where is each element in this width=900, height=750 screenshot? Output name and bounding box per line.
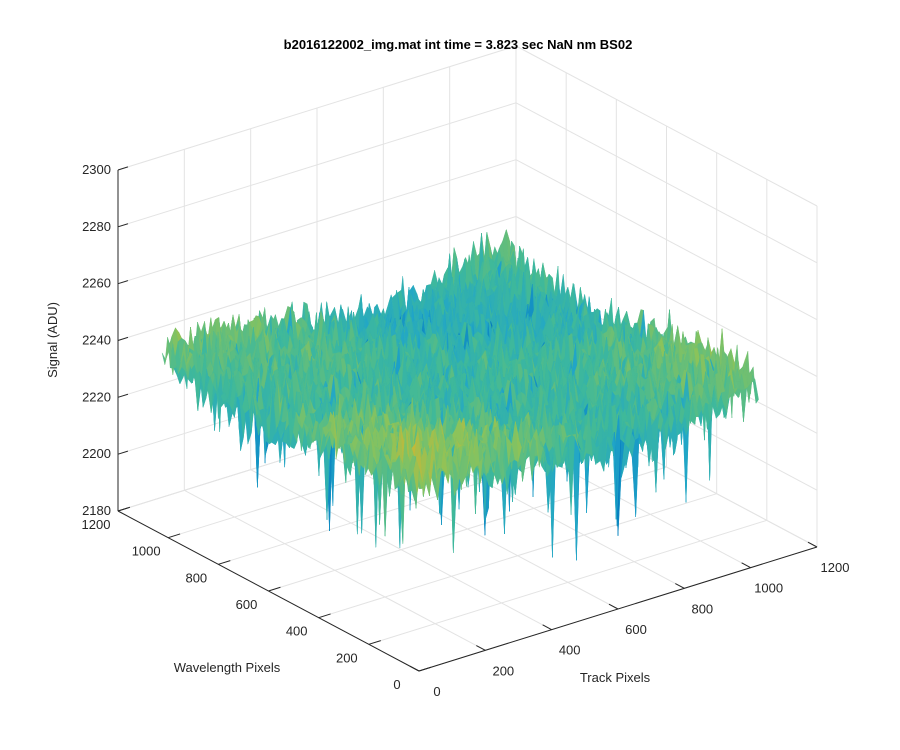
- back-wall-grid-line: [117, 216, 517, 341]
- back-wall-grid-line: [117, 159, 517, 285]
- side-wall-grid-line: [515, 45, 818, 207]
- floor-grid-line: [318, 493, 717, 619]
- side-wall-grid-line: [515, 159, 818, 321]
- floor-grid-line: [368, 519, 767, 645]
- surface-mesh: [161, 229, 759, 561]
- back-wall-grid-line: [117, 102, 517, 228]
- side-wall-grid-line: [515, 216, 818, 377]
- back-wall-grid-line: [117, 45, 517, 171]
- floor-grid-line: [268, 466, 667, 592]
- side-wall-grid-line: [515, 102, 818, 264]
